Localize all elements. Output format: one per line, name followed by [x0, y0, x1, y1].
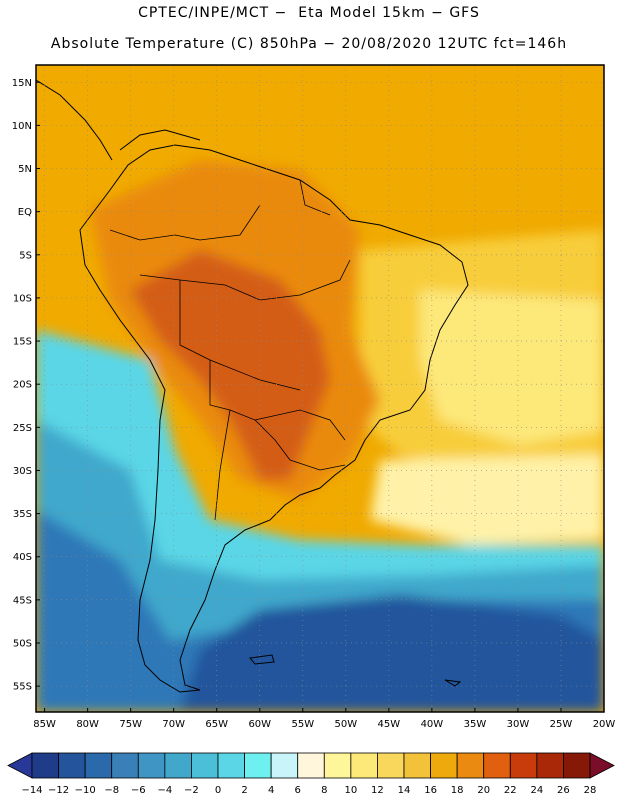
colorbar-label: −8 [104, 785, 119, 796]
colorbar-label: 6 [295, 785, 301, 796]
colorbar-label: −12 [48, 785, 69, 796]
colorbar-swatch [377, 752, 405, 779]
coastlines [36, 79, 469, 693]
colorbar-swatch [31, 752, 59, 779]
longitude-label: 80W [76, 719, 99, 730]
colorbar-label: 14 [398, 785, 411, 796]
colorbar-swatch [456, 752, 485, 779]
latitude-label: 5N [18, 164, 32, 175]
longitude-label: 40W [421, 719, 444, 730]
latitude-labels: 15N 10N 5N EQ 5S 10S 15S 20S 25S 30S 35S 40S 45S 50S 5… [12, 78, 40, 693]
colorbar-label: −4 [157, 785, 172, 796]
colorbar-swatch [297, 752, 325, 779]
island-tristan [444, 679, 462, 687]
latitude-label: 55S [13, 682, 32, 693]
colorbar-swatch [244, 752, 272, 779]
colorbar-label: 26 [557, 785, 570, 796]
south-america-coastline [79, 144, 469, 693]
colorbar-swatch [536, 752, 564, 779]
colorbar-swatch [483, 752, 511, 779]
longitude-label: 75W [119, 719, 142, 730]
colorbar [7, 752, 615, 779]
temperature-field [36, 65, 604, 712]
colorbar-swatch [84, 752, 113, 779]
field-pale [370, 455, 604, 545]
plot-frame [35, 64, 605, 713]
colorbar-label: −2 [184, 785, 199, 796]
latitude-label: 5S [19, 250, 32, 261]
colorbar-label: 22 [504, 785, 517, 796]
colorbar-swatch [164, 752, 192, 779]
latitude-label: 45S [13, 595, 32, 606]
colorbar-label: 0 [215, 785, 221, 796]
colorbar-swatch [58, 752, 86, 779]
colorbar-label: −14 [21, 785, 42, 796]
longitude-label: 35W [464, 719, 487, 730]
colorbar-under-arrow [7, 752, 33, 779]
latitude-label: EQ [18, 207, 32, 218]
colorbar-label: 24 [530, 785, 543, 796]
field-coldest-south [180, 595, 604, 712]
colorbar-label: 18 [451, 785, 464, 796]
longitude-label: 45W [378, 719, 401, 730]
longitude-label: 65W [205, 719, 228, 730]
colorbar-label: 10 [344, 785, 357, 796]
central-america-coastline [36, 79, 113, 161]
colorbar-swatch [191, 752, 219, 779]
colorbar-swatch [403, 752, 431, 779]
colorbar-label: 2 [241, 785, 247, 796]
colorbar-swatch [270, 752, 299, 779]
colorbar-swatch [509, 752, 538, 779]
colorbar-label: 20 [477, 785, 490, 796]
latitude-label: 40S [13, 552, 32, 563]
colorbar-label: 16 [424, 785, 437, 796]
latitude-label: 35S [13, 509, 32, 520]
longitude-label: 50W [335, 719, 358, 730]
colorbar-swatch [217, 752, 245, 779]
colorbar-label: 4 [268, 785, 274, 796]
longitude-label: 85W [33, 719, 56, 730]
longitude-label: 25W [550, 719, 573, 730]
latitude-label: 50S [13, 638, 32, 649]
colorbar-swatch [111, 752, 139, 779]
longitude-label: 20W [593, 719, 616, 730]
colorbar-swatch [563, 752, 591, 779]
colorbar-labels: −14 −12 −10 −8 −6 −4 −2 0 2 4 6 8 10 12 14 16 18 20 22 24 26… [21, 785, 596, 796]
colorbar-label: 28 [584, 785, 597, 796]
latitude-label: 20S [13, 380, 32, 391]
colorbar-swatch [430, 752, 458, 779]
map-title-line1: CPTEC/INPE/MCT − Eta Model 15km − GFS [138, 5, 480, 21]
colorbar-label: −6 [131, 785, 146, 796]
longitude-label: 30W [507, 719, 530, 730]
latitude-label: 25S [13, 423, 32, 434]
colorbar-swatch [350, 752, 378, 779]
latitude-label: 10S [13, 293, 32, 304]
longitude-label: 55W [291, 719, 314, 730]
caribbean-coastline [119, 129, 201, 151]
map-title-line2: Absolute Temperature (C) 850hPa − 20/08/… [50, 36, 568, 52]
island-falklands [249, 654, 275, 665]
field-mild [420, 290, 604, 445]
colorbar-swatch [137, 752, 166, 779]
colorbar-over-arrow [589, 752, 615, 779]
colorbar-swatch [323, 752, 352, 779]
latitude-label: 15N [12, 78, 32, 89]
colorbar-label: 12 [371, 785, 384, 796]
colorbar-label: 8 [321, 785, 327, 796]
longitude-labels: 85W 80W 75W 70W 65W 60W 55W 50W 45W 40W 35W 30W 25W 2… [33, 708, 615, 730]
longitude-label: 60W [248, 719, 271, 730]
latitude-label: 30S [13, 466, 32, 477]
longitude-label: 70W [162, 719, 185, 730]
latitude-label: 10N [12, 121, 32, 132]
colorbar-label: −10 [75, 785, 96, 796]
latitude-label: 15S [13, 337, 32, 348]
